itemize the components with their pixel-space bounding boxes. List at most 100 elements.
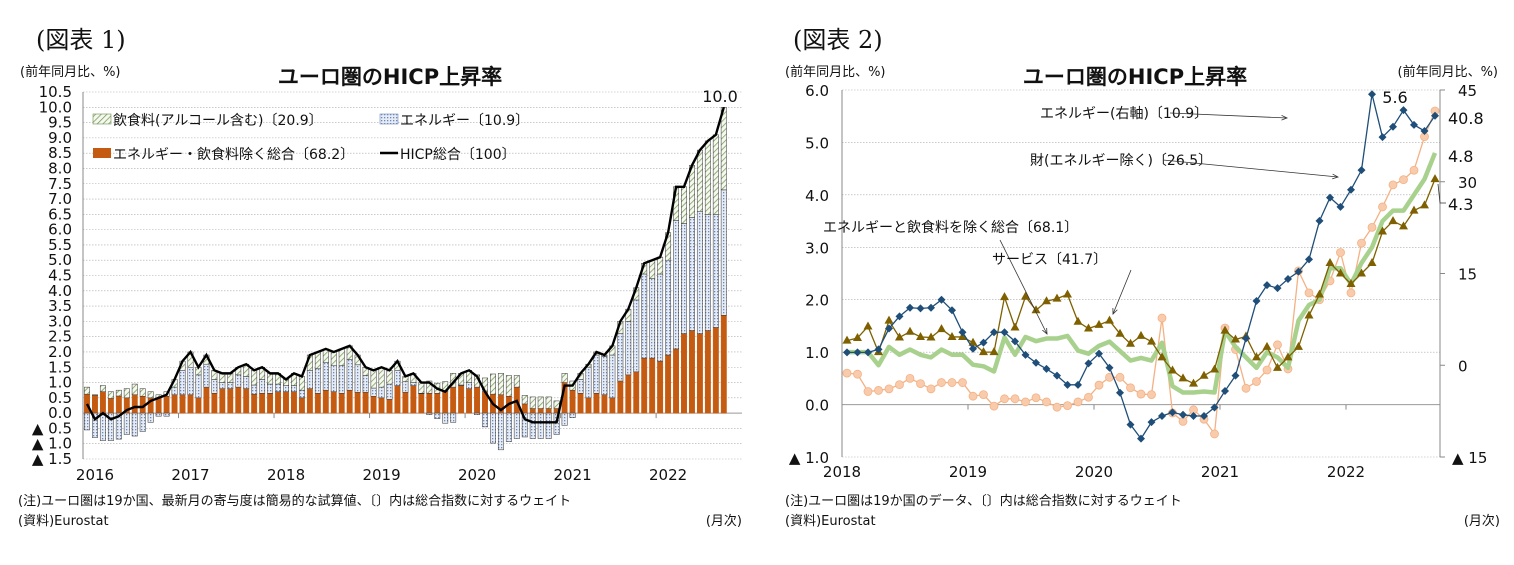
data-point-circle <box>1126 383 1135 393</box>
bar-energy <box>601 356 608 396</box>
bar-core <box>633 371 640 414</box>
bar-energy <box>179 370 186 396</box>
bar-energy <box>147 412 154 423</box>
data-point-triangle <box>1021 291 1030 300</box>
bar-food <box>314 351 321 370</box>
data-point-triangle <box>1336 268 1345 277</box>
data-point-diamond <box>843 348 851 357</box>
data-point-circle <box>1000 394 1009 404</box>
y2-tick-label: ▲ 15 <box>1452 449 1487 467</box>
y-tick-label: 6.0 <box>805 82 829 100</box>
chart-1-x-axis: 2016 2017 2018 2019 2020 2021 2022 <box>76 413 687 484</box>
data-point-circle <box>1241 383 1251 393</box>
data-point-circle <box>1094 380 1104 390</box>
data-point-circle <box>1136 389 1146 399</box>
bar-energy <box>665 259 672 356</box>
x-tick-label: 2019 <box>949 463 987 481</box>
bar-energy <box>195 374 202 399</box>
bar-core <box>529 408 536 414</box>
data-point-triangle <box>1126 338 1135 347</box>
bar-energy <box>267 383 274 394</box>
data-point-diamond <box>1126 420 1135 429</box>
bar-energy <box>386 383 393 400</box>
bar-energy <box>322 362 329 391</box>
data-point-circle <box>884 384 894 394</box>
data-point-diamond <box>1116 388 1124 397</box>
data-point-triangle <box>842 335 852 344</box>
bar-core <box>219 388 226 414</box>
bar-energy <box>378 386 385 399</box>
figure-2-left-unit-label: (前年同月比、%) <box>785 64 886 80</box>
data-point-triangle <box>1283 352 1293 361</box>
data-point-diamond <box>1137 434 1145 443</box>
data-point-diamond <box>1378 133 1387 142</box>
x-tick-label: 2021 <box>1201 463 1239 481</box>
data-point-diamond <box>1210 403 1219 412</box>
bar-core <box>155 397 162 414</box>
bar-food <box>338 348 345 366</box>
bar-food <box>322 348 329 363</box>
bar-energy <box>689 217 695 331</box>
data-point-circle <box>926 384 936 394</box>
data-point-circle <box>1084 392 1093 402</box>
bar-core <box>203 386 210 414</box>
bar-energy <box>291 385 297 392</box>
bar-food <box>298 376 305 391</box>
data-point-diamond <box>895 312 904 321</box>
bar-core <box>704 330 711 414</box>
bar-core <box>267 392 274 414</box>
data-point-triangle <box>1042 296 1051 305</box>
x-tick-label: 2018 <box>823 463 861 481</box>
data-point-triangle <box>1388 216 1398 225</box>
data-point-circle <box>1367 222 1377 232</box>
data-point-triangle <box>1378 226 1387 235</box>
chart-2-x-axis: 2018 2019 2020 2021 2022 <box>823 404 1365 481</box>
legend-swatch-core <box>93 148 111 158</box>
data-point-diamond <box>958 328 967 337</box>
series-none <box>847 152 1438 395</box>
annotation-core-arrow <box>999 239 1047 334</box>
bar-core <box>115 395 122 414</box>
bar-core <box>338 392 345 414</box>
data-point-triangle <box>1430 174 1440 183</box>
data-point-diamond <box>937 295 946 304</box>
data-point-diamond <box>1011 337 1019 346</box>
data-point-circle <box>1010 394 1020 404</box>
data-point-diamond <box>1410 120 1418 129</box>
data-point-diamond <box>1221 386 1229 395</box>
data-point-diamond <box>1431 111 1439 120</box>
data-point-diamond <box>1336 202 1345 211</box>
bar-energy <box>633 299 640 373</box>
data-point-diamond <box>1189 412 1198 421</box>
y2-tick-label: 45 <box>1458 82 1477 100</box>
y-tick-label: 0.0 <box>805 397 829 415</box>
chart-1-last-value-label: 10.0 <box>702 87 738 106</box>
data-point-diamond <box>1368 90 1376 99</box>
data-point-diamond <box>1420 126 1429 135</box>
bar-core <box>92 395 98 414</box>
data-point-diamond <box>1294 267 1303 276</box>
y-tick-label: ▲ 1.0 <box>32 435 72 453</box>
data-point-circle <box>1021 397 1030 407</box>
hicp-line <box>85 106 725 424</box>
bar-core <box>689 330 695 414</box>
bar-core <box>402 392 409 414</box>
data-point-triangle <box>1399 221 1408 230</box>
y-tick-label: 9.0 <box>48 129 72 147</box>
data-point-triangle <box>1220 325 1230 334</box>
data-point-triangle <box>1010 322 1020 331</box>
data-point-triangle <box>1094 319 1104 328</box>
bar-food <box>490 373 496 395</box>
bar-energy <box>681 223 687 334</box>
data-point-diamond <box>1105 363 1114 372</box>
data-point-triangle <box>1420 200 1429 209</box>
bar-energy <box>609 354 616 399</box>
bar-core <box>107 398 114 414</box>
bar-energy <box>497 412 504 451</box>
x-tick-label: 2018 <box>267 466 305 484</box>
bar-food <box>497 373 504 396</box>
data-point-triangle <box>1325 258 1335 267</box>
bar-energy <box>474 412 480 415</box>
bar-core <box>370 396 377 414</box>
chart-1-bars <box>84 107 727 451</box>
